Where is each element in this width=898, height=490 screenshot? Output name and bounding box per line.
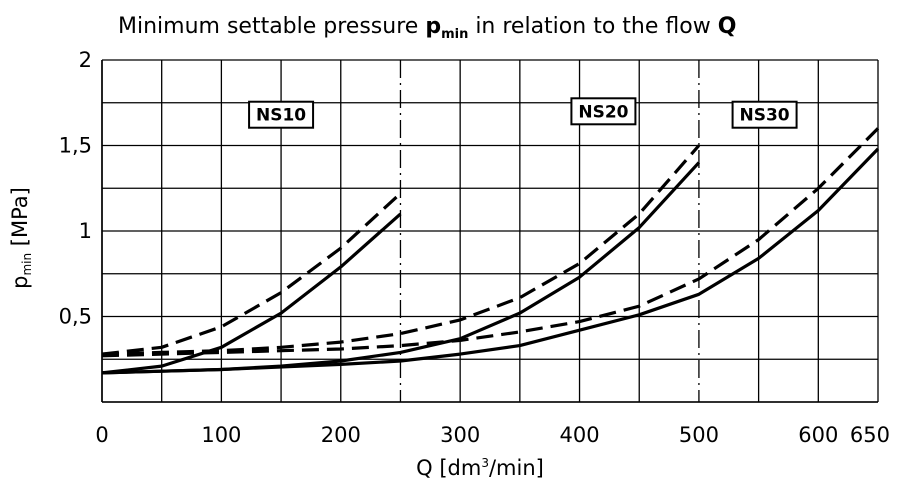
size-label-box-ns20 (570, 97, 637, 126)
y-tick-label: 0,5 (59, 305, 92, 329)
size-label-ns30: NS30 (740, 106, 790, 126)
y-tick-label: 1,5 (59, 134, 92, 158)
size-label-ns20: NS20 (578, 102, 628, 122)
size-label-box-ns10 (248, 100, 315, 129)
chart-title: Minimum settable pressure pmin in relati… (118, 14, 736, 42)
x-tick-label: 100 (201, 423, 241, 447)
x-tick-label: 300 (440, 423, 480, 447)
title-prefix: Minimum settable pressure (118, 14, 426, 39)
curve-ns30-dashed (101, 127, 880, 358)
y-tick-label: 1 (79, 219, 92, 243)
curve-ns30-solid (101, 147, 880, 375)
title-pressure-subscript: min (441, 27, 469, 42)
title-middle: in relation to the flow (468, 14, 718, 39)
x-tick-label: 200 (321, 423, 361, 447)
x-axis-label-prefix: Q [dm (416, 456, 482, 480)
title-flow-symbol: Q (717, 14, 737, 39)
x-tick-label: 0 (95, 423, 108, 447)
size-label-box-ns30 (731, 100, 798, 129)
x-tick-label: 650 (850, 423, 890, 447)
x-axis-label-suffix: /min] (488, 456, 544, 480)
title-pressure-symbol: pmin (425, 14, 469, 42)
curve-ns10-dashed (101, 192, 402, 356)
x-tick-label: 400 (559, 423, 599, 447)
x-axis-label: Q [dm3/min] (416, 456, 544, 480)
x-axis-label-superscript: 3 (481, 456, 489, 470)
x-tick-label: 500 (679, 423, 719, 447)
x-tick-label: 600 (798, 423, 838, 447)
y-tick-label: 2 (79, 48, 92, 72)
curve-ns10-solid (101, 212, 402, 375)
size-label-ns10: NS10 (256, 106, 306, 126)
